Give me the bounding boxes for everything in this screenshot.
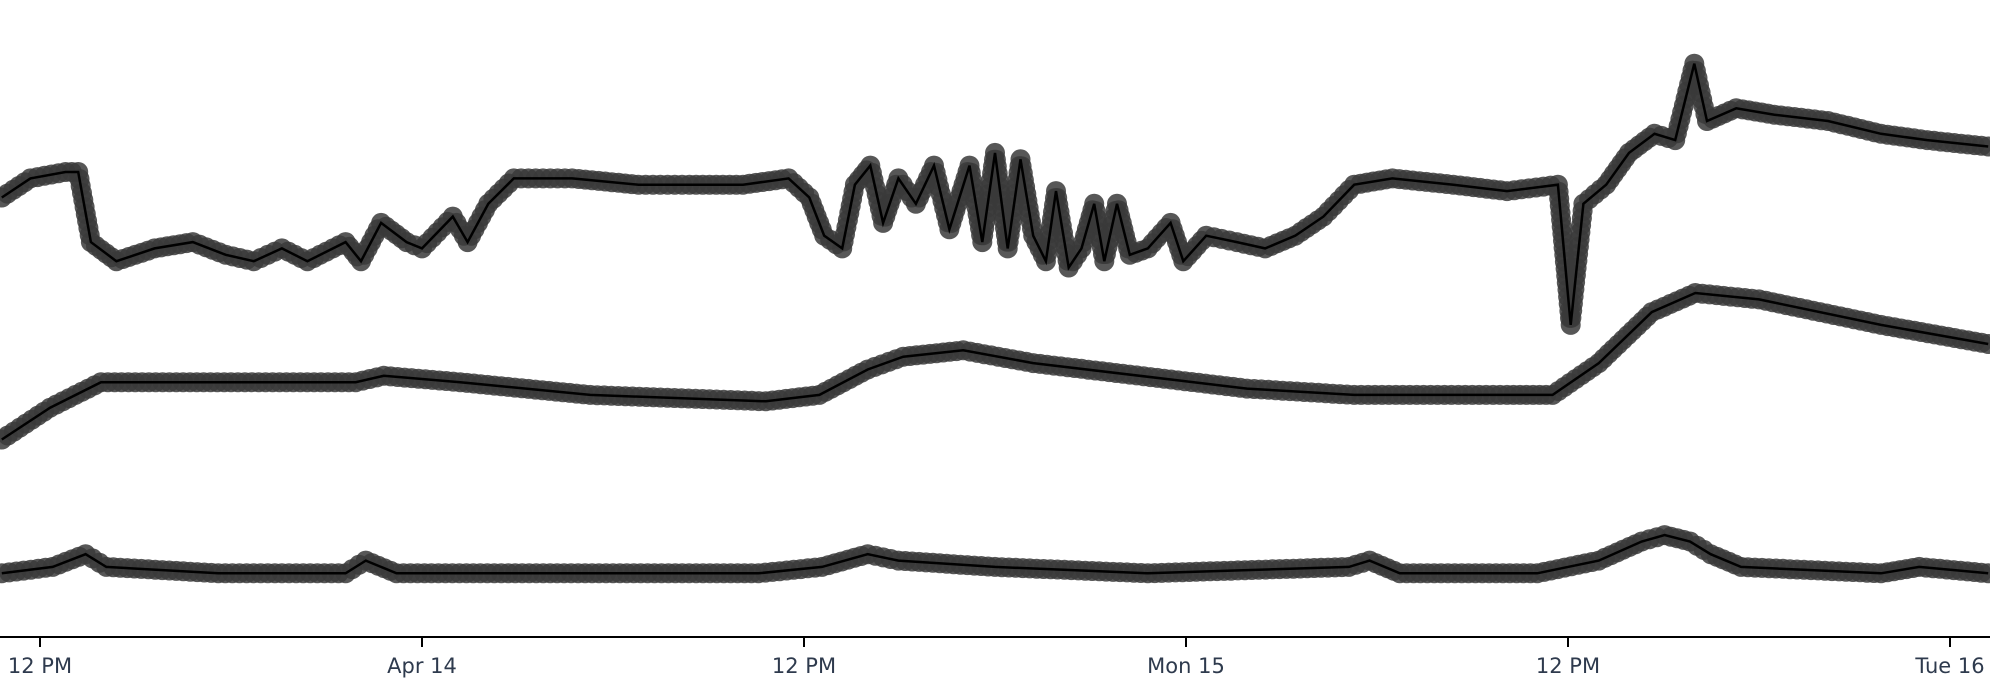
series-layer bbox=[0, 53, 1990, 584]
x-tick-label: 12 PM bbox=[8, 654, 72, 678]
x-tick-label: 12 PM bbox=[772, 654, 836, 678]
series-2 bbox=[0, 283, 1990, 450]
series-3 bbox=[0, 525, 1990, 584]
series-1-line bbox=[1, 63, 1989, 326]
series-2-line bbox=[1, 291, 1989, 441]
x-axis: 12 PM Apr 14 12 PM Mon 15 12 PM Tue 16 bbox=[0, 636, 1990, 678]
series-3-line bbox=[1, 533, 1989, 575]
x-tick-label: Tue 16 bbox=[1914, 654, 1984, 678]
series-1 bbox=[0, 53, 1990, 335]
x-tick-label: Apr 14 bbox=[387, 654, 457, 678]
x-tick-label: 12 PM bbox=[1536, 654, 1600, 678]
x-tick-label: Mon 15 bbox=[1147, 654, 1225, 678]
